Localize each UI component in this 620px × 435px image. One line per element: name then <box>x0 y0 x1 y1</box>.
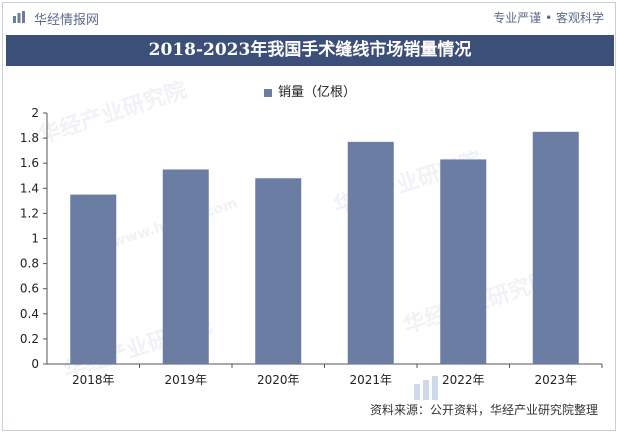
y-tick-label: 0.6 <box>20 282 39 296</box>
chart-legend: 销量（亿根） <box>0 81 620 100</box>
x-tick-label: 2019年 <box>164 373 207 387</box>
bar <box>532 131 579 364</box>
bar <box>440 159 487 364</box>
bar <box>255 178 302 364</box>
logo-watermark-icon <box>414 376 438 400</box>
y-tick-label: 1.8 <box>20 131 39 145</box>
x-tick-label: 2021年 <box>349 373 392 387</box>
bar <box>347 141 394 364</box>
site-name: 华经情报网 <box>34 13 100 28</box>
header-bar: 华经情报网 专业严谨 • 客观科学 <box>6 6 614 32</box>
bar <box>70 194 117 364</box>
site-motto: 专业严谨 • 客观科学 <box>493 11 604 25</box>
y-tick-label: 1 <box>31 232 39 246</box>
y-tick-label: 2 <box>31 106 39 120</box>
x-tick-label: 2018年 <box>72 373 115 387</box>
legend-label: 销量（亿根） <box>277 85 356 100</box>
y-tick-label: 0.2 <box>20 332 39 346</box>
y-tick-label: 1.4 <box>20 181 39 195</box>
x-tick-label: 2023年 <box>534 373 577 387</box>
y-tick-label: 0.8 <box>20 257 39 271</box>
y-tick-label: 1.2 <box>20 206 39 220</box>
chart-frame <box>2 2 616 431</box>
x-tick-label: 2022年 <box>442 373 485 387</box>
y-tick-label: 1.6 <box>20 156 39 170</box>
chart-title: 2018-2023年我国手术缝线市场销量情况 <box>6 35 614 66</box>
legend-swatch <box>263 88 272 97</box>
y-tick-label: 0.4 <box>20 307 39 321</box>
x-tick-label: 2020年 <box>257 373 300 387</box>
y-tick-label: 0 <box>31 357 39 371</box>
bar <box>162 169 209 364</box>
source-note: 资料来源：公开资料，华经产业研究院整理 <box>369 403 598 417</box>
logo-icon <box>13 11 25 23</box>
